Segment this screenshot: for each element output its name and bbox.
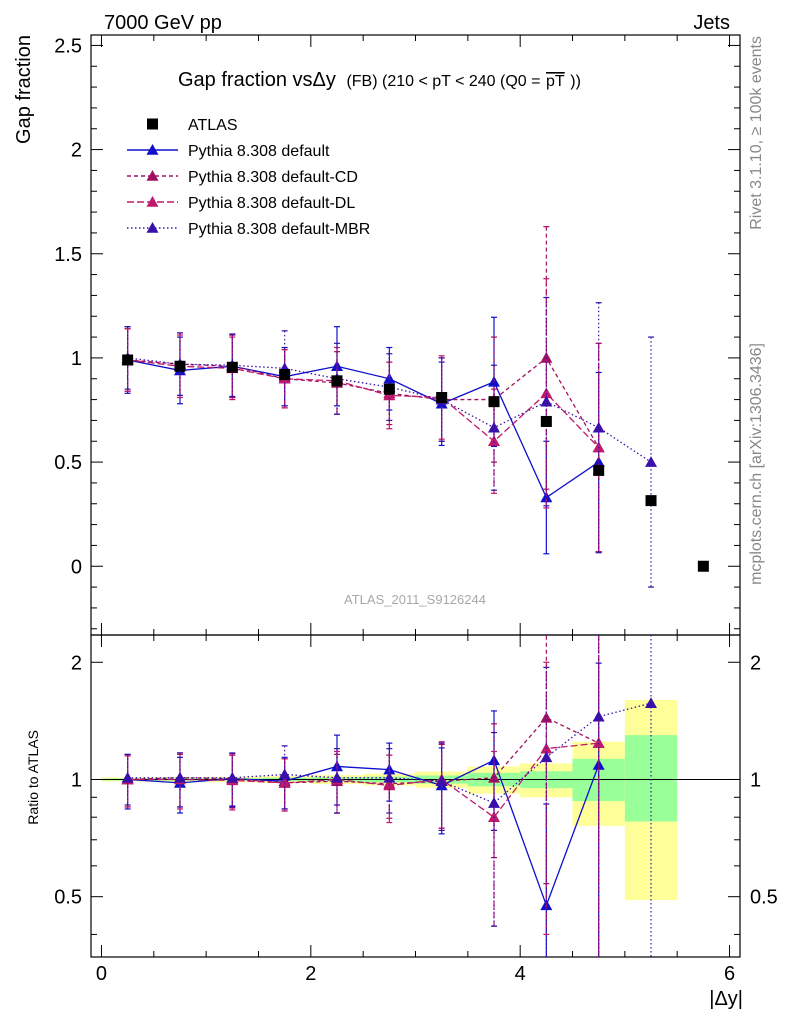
atlas-point-9: [593, 464, 605, 476]
ratio-tick-label-right-0.5: 0.5: [750, 887, 778, 909]
series-point-0-9: [592, 456, 605, 467]
series-ratio-point-3-4: [330, 771, 343, 783]
ratio-tick-label-left-0.5: 0.5: [54, 887, 82, 909]
legend-entry-3: Pythia 8.308 default-DL: [127, 195, 355, 212]
series-3: [121, 296, 658, 957]
atlas-point-7: [488, 396, 500, 408]
atlas-point-0: [122, 354, 134, 366]
legend-entry-2: Pythia 8.308 default-CD: [127, 169, 358, 186]
series-ratio-point-2-9: [592, 737, 605, 748]
legend-label-4: Pythia 8.308 default-MBR: [188, 221, 370, 238]
series-ratio-point-3-6: [435, 775, 448, 786]
ratio-tick-label-left-2: 2: [71, 652, 82, 674]
series-line-0: [127, 359, 600, 499]
legend-entry-0: ATLAS: [147, 117, 238, 134]
legend-marker-3: [146, 196, 159, 207]
atlas-point-6: [436, 392, 448, 403]
x-tick-label-0: 0: [96, 963, 107, 985]
legend-entry-4: Pythia 8.308 default-MBR: [127, 221, 370, 238]
series-point-3-8: [540, 395, 553, 407]
atlas-data: [122, 354, 709, 572]
atlas-point-4: [331, 375, 343, 387]
legend-marker-1: [146, 144, 159, 155]
x-axis-label: |Δy|: [709, 988, 743, 1010]
plot-title-close: )): [570, 73, 581, 90]
plot-title: Gap fraction vsΔy (FB) (210 < pT < 240 (…: [178, 69, 581, 91]
series-point-2-8: [540, 387, 553, 399]
y-tick-label-0.5: 0.5: [54, 452, 82, 474]
x-tick-label-6: 6: [724, 963, 735, 985]
series-point-0-8: [540, 491, 553, 503]
plot-title-suffix: (FB) (210 < pT < 240 (Q0 =: [346, 73, 540, 90]
ratio-tick-label-left-1: 1: [71, 769, 82, 791]
atlas-point-2: [226, 361, 238, 373]
plot-title-main: Gap fraction vsΔy: [178, 69, 336, 91]
axis-ticks: 0 2 4 6 0 0.5 1 1.5 2 2.5 0.5 0.5 1 1 2 2: [54, 35, 778, 985]
series-point-0-4: [330, 360, 343, 372]
plot-title-pt: pT: [546, 73, 565, 90]
legend-label-3: Pythia 8.308 default-DL: [188, 195, 355, 212]
legend-marker-4: [146, 222, 159, 233]
atlas-point-8: [540, 415, 552, 427]
series-point-1-8: [540, 351, 553, 363]
y-tick-label-2: 2: [71, 140, 82, 162]
ratio-y-axis-label: Ratio to ATLAS: [25, 730, 41, 825]
series-ratio-line-0: [127, 759, 600, 908]
y-tick-label-0: 0: [71, 556, 82, 578]
ratio-tick-label-right-1: 1: [750, 769, 761, 791]
ratio-tick-label-right-2: 2: [750, 652, 761, 674]
atlas-point-10: [645, 495, 657, 507]
series-ratio-point-3-9: [592, 710, 605, 722]
energy-label: 7000 GeV pp: [104, 12, 222, 34]
legend-label-0: ATLAS: [188, 117, 238, 134]
series-ratio-point-3-2: [226, 771, 239, 783]
rivet-version-label: Rivet 3.1.10, ≥ 100k events: [748, 36, 765, 230]
series-ratio-point-3-3: [278, 768, 291, 780]
series-point-2-7: [488, 435, 501, 447]
series-ratio-point-3-5: [383, 771, 396, 783]
y-axis-label: Gap fraction: [13, 35, 35, 144]
series-point-3-9: [592, 421, 605, 433]
series-ratio-line-1: [127, 717, 599, 785]
series-ratio-point-3-8: [540, 751, 553, 763]
y-tick-label-1: 1: [71, 348, 82, 370]
series-ratio-point-3-0: [121, 771, 134, 783]
legend-label-1: Pythia 8.308 default: [188, 143, 330, 160]
legend-marker-0: [147, 118, 158, 130]
x-tick-label-2: 2: [305, 963, 316, 985]
series-layer: [121, 226, 709, 957]
atlas-point-5: [383, 383, 395, 395]
series-line-1: [127, 356, 600, 448]
series-2: [121, 278, 605, 957]
ratio-uncertainty-bands: [91, 700, 740, 901]
legend: ATLAS Pythia 8.308 default Pythia 8.308 de…: [127, 117, 370, 238]
series-ratio-line-2: [127, 742, 599, 819]
legend-label-2: Pythia 8.308 default-CD: [188, 169, 358, 186]
legend-marker-2: [146, 170, 159, 181]
atlas-point-11: [697, 560, 709, 572]
series-point-3-10: [645, 456, 658, 467]
series-line-2: [127, 359, 600, 448]
atlas-point-1: [174, 360, 186, 372]
legend-entry-1: Pythia 8.308 default: [127, 143, 330, 160]
y-tick-label-1.5: 1.5: [54, 244, 82, 266]
atlas-point-3: [279, 369, 291, 381]
series-ratio-point-3-1: [173, 771, 186, 783]
process-label: Jets: [693, 12, 730, 34]
series-ratio-point-3-10: [645, 697, 658, 709]
mcplots-label: mcplots.cern.ch [arXiv:1306.3436]: [748, 343, 765, 585]
series-ratio-point-3-7: [488, 797, 501, 808]
y-tick-label-2.5: 2.5: [54, 35, 82, 57]
series-point-3-7: [488, 421, 501, 433]
analysis-watermark: ATLAS_2011_S9126244: [344, 592, 486, 607]
x-tick-label-4: 4: [515, 963, 526, 985]
